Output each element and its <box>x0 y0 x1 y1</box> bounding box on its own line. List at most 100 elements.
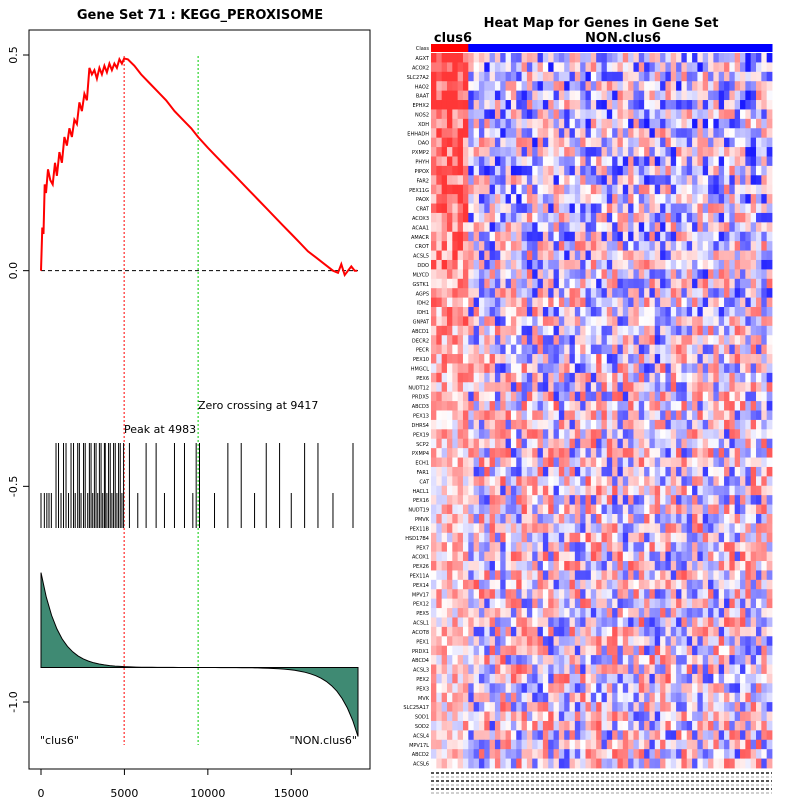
heatmap-cell <box>654 344 661 355</box>
heatmap-cell <box>516 363 522 374</box>
heatmap-cell <box>431 570 437 581</box>
heatmap-cell <box>766 81 773 92</box>
heatmap-cell <box>537 363 544 374</box>
heatmap-cell <box>478 711 485 722</box>
heatmap-cell <box>457 410 464 421</box>
heatmap-cell <box>708 401 714 411</box>
heatmap-cell <box>484 438 491 449</box>
heatmap-cell <box>617 758 624 769</box>
heatmap-cell <box>558 156 565 167</box>
heatmap-cell <box>564 739 570 750</box>
heatmap-cell <box>740 683 746 694</box>
heatmap-cell <box>670 90 677 101</box>
heatmap-cell <box>452 466 459 477</box>
heatmap-cell <box>660 702 666 712</box>
heatmap-cell <box>553 156 560 167</box>
heatmap-cell <box>601 259 608 270</box>
heatmap-cell <box>601 165 608 176</box>
heatmap-cell <box>708 739 714 750</box>
heatmap-cell <box>553 617 560 628</box>
heatmap-cell <box>500 316 506 327</box>
heatmap-cell <box>644 561 650 571</box>
heatmap-cell <box>537 194 544 204</box>
heatmap-cell <box>596 617 602 628</box>
heatmap-cell <box>697 636 704 647</box>
heatmap-cell <box>457 495 464 505</box>
heatmap-cell <box>766 438 773 449</box>
heatmap-cell <box>692 137 698 148</box>
heatmap-cell <box>745 269 752 280</box>
heatmap-cell <box>462 410 469 421</box>
heatmap-cell <box>553 485 560 496</box>
heatmap-cell <box>580 344 586 355</box>
heatmap-cell <box>537 608 544 618</box>
heatmap-cell <box>644 137 650 148</box>
heatmap-cell <box>665 118 672 129</box>
heatmap-cell <box>526 297 533 308</box>
heatmap-cell <box>745 720 752 731</box>
heatmap-cell <box>665 608 672 618</box>
heatmap-cell <box>654 626 661 637</box>
heatmap-cell <box>542 438 549 449</box>
heatmap-cell <box>750 730 757 741</box>
heatmap-cell <box>510 476 517 487</box>
heatmap-cell <box>489 532 496 543</box>
heatmap-cell <box>708 570 714 581</box>
heatmap-cell <box>734 391 741 402</box>
heatmap-cell <box>580 118 586 129</box>
heatmap-cell <box>686 259 693 270</box>
heatmap-cell <box>478 570 485 581</box>
heatmap-cell <box>644 100 650 110</box>
heatmap-cell <box>692 429 698 440</box>
heatmap-cell <box>734 476 741 487</box>
heatmap-cell <box>548 147 554 157</box>
heatmap-cell <box>452 307 459 317</box>
heatmap-cell <box>734 137 741 148</box>
heatmap-cell <box>697 382 704 393</box>
heatmap-cell <box>585 90 592 101</box>
heatmap-cell <box>601 579 608 590</box>
heatmap-cell <box>734 739 741 750</box>
heatmap-cell <box>692 579 698 590</box>
heatmap-cell <box>436 71 443 82</box>
heatmap-cell <box>484 655 491 665</box>
heatmap-cell <box>585 100 592 110</box>
heatmap-cell <box>585 156 592 167</box>
heatmap-cell <box>713 438 720 449</box>
heatmap-cell <box>628 316 634 327</box>
heatmap-cell <box>649 109 656 120</box>
heatmap-cell <box>505 561 512 571</box>
heatmap-cell <box>622 608 629 618</box>
heatmap-cell <box>494 617 501 628</box>
heatmap-cell <box>457 579 464 590</box>
heatmap-cell <box>436 335 443 346</box>
heatmap-cell <box>441 589 448 600</box>
heatmap-cell <box>697 62 704 73</box>
heatmap-cell <box>766 53 773 63</box>
heatmap-cell <box>734 758 741 769</box>
heatmap-cell <box>649 335 656 346</box>
heatmap-cell <box>494 476 501 487</box>
heatmap-cell <box>702 513 709 524</box>
heatmap-cell <box>718 118 725 129</box>
heatmap-cell <box>750 758 757 769</box>
heatmap-cell <box>644 419 650 430</box>
heatmap-cell <box>457 53 464 63</box>
heatmap-cell <box>729 692 736 703</box>
heatmap-cell <box>548 53 554 63</box>
heatmap-cell <box>670 617 677 628</box>
heatmap-cell <box>649 673 656 684</box>
heatmap-cell <box>431 372 437 383</box>
heatmap-cell <box>452 325 459 336</box>
heatmap-cell <box>740 81 746 92</box>
heatmap-cell <box>436 542 443 553</box>
heatmap-cell <box>654 109 661 120</box>
heatmap-cell <box>740 429 746 440</box>
heatmap-cell <box>660 476 666 487</box>
heatmap-cell <box>713 165 720 176</box>
heatmap-cell <box>745 749 752 759</box>
heatmap-cell <box>750 683 757 694</box>
heatmap-cell <box>564 683 570 694</box>
heatmap-cell <box>489 673 496 684</box>
heatmap-cell <box>676 692 682 703</box>
